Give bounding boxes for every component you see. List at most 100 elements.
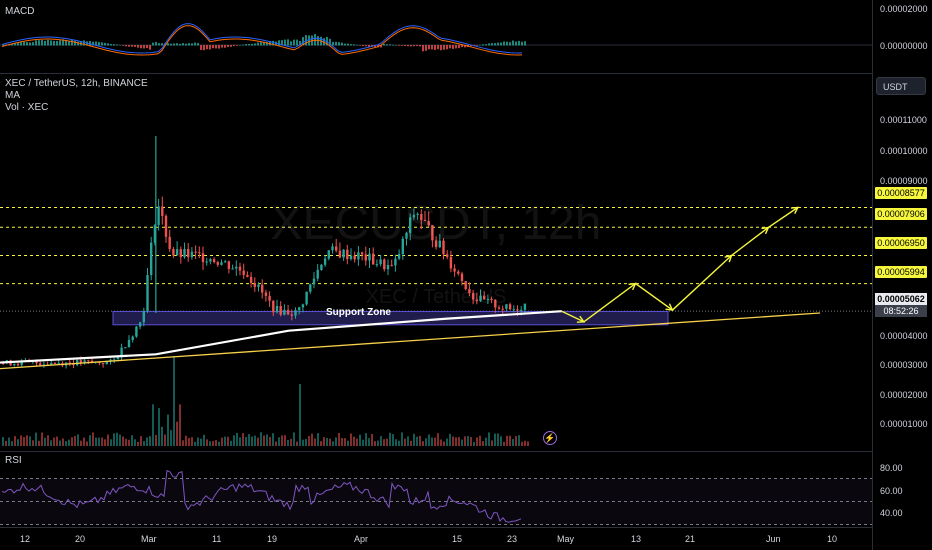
macd-histogram-bar bbox=[482, 44, 484, 46]
macd-histogram-bar bbox=[287, 39, 289, 46]
volume-bar bbox=[359, 434, 361, 446]
macd-histogram-bar bbox=[302, 37, 304, 46]
macd-indicator-label[interactable]: MACD bbox=[5, 6, 35, 17]
volume-bar bbox=[167, 414, 169, 446]
macd-histogram-bar bbox=[224, 45, 226, 48]
candle-body bbox=[386, 265, 390, 270]
volume-bar bbox=[80, 440, 82, 446]
volume-bar bbox=[497, 433, 499, 446]
support-zone bbox=[112, 311, 669, 326]
volume-bar bbox=[161, 426, 163, 446]
macd-histogram-bar bbox=[185, 43, 187, 46]
macd-histogram-bar bbox=[500, 42, 502, 46]
candle-body bbox=[320, 264, 323, 270]
volume-bar bbox=[44, 437, 46, 446]
macd-histogram-bar bbox=[104, 42, 106, 46]
candle-body bbox=[508, 304, 512, 310]
macd-histogram-bar bbox=[29, 42, 31, 46]
candle-body bbox=[212, 259, 216, 263]
volume-bar bbox=[449, 433, 451, 446]
candle-body bbox=[375, 264, 379, 266]
candle-body bbox=[471, 293, 475, 300]
volume-bar bbox=[125, 438, 127, 446]
macd-histogram-bar bbox=[161, 43, 163, 46]
candle-body bbox=[423, 219, 427, 221]
macd-histogram-bar bbox=[332, 41, 334, 46]
volume-bar bbox=[422, 441, 424, 446]
volume-indicator-label[interactable]: Vol · XEC bbox=[5, 102, 49, 113]
volume-bar bbox=[311, 433, 313, 446]
current-price-tag: 0.00005062 08:52:26 bbox=[875, 293, 927, 317]
candle-body bbox=[290, 314, 293, 316]
rsi-line bbox=[1, 469, 522, 523]
macd-histogram-bar bbox=[170, 43, 172, 46]
ma-indicator-label[interactable]: MA bbox=[5, 90, 20, 101]
macd-histogram-bar bbox=[290, 41, 292, 46]
volume-bar bbox=[224, 436, 226, 446]
macd-histogram-bar bbox=[128, 45, 130, 47]
current-price-value: 0.00005062 bbox=[875, 293, 927, 305]
volume-bar bbox=[86, 441, 88, 446]
volume-bar bbox=[428, 434, 430, 446]
candle-body bbox=[305, 291, 308, 305]
macd-histogram-bar bbox=[260, 42, 262, 46]
currency-button[interactable]: USDT bbox=[876, 77, 926, 95]
rsi-indicator-label[interactable]: RSI bbox=[5, 455, 22, 466]
macd-histogram-bar bbox=[356, 44, 358, 46]
macd-histogram-bar bbox=[308, 35, 310, 46]
macd-histogram-bar bbox=[458, 45, 460, 49]
volume-bar bbox=[11, 441, 13, 446]
volume-bar bbox=[275, 441, 277, 446]
macd-histogram-bar bbox=[206, 45, 208, 50]
macd-histogram-bar bbox=[236, 45, 238, 46]
volume-bar bbox=[35, 432, 37, 446]
volume-bar bbox=[92, 432, 94, 446]
x-axis-label: 11 bbox=[212, 534, 222, 544]
volume-bar bbox=[320, 441, 322, 446]
volume-bar bbox=[524, 440, 526, 446]
volume-bar bbox=[503, 441, 505, 446]
volume-bar bbox=[47, 435, 49, 446]
volume-bar bbox=[17, 439, 19, 446]
macd-histogram-bar bbox=[353, 44, 355, 46]
price-tick: 0.00004000 bbox=[880, 331, 928, 341]
macd-histogram-bar bbox=[167, 43, 169, 46]
volume-bar bbox=[170, 430, 172, 446]
volume-bar bbox=[209, 441, 211, 446]
macd-histogram-bar bbox=[338, 42, 340, 46]
volume-bar bbox=[272, 433, 274, 446]
volume-bar bbox=[518, 435, 520, 446]
macd-histogram-bar bbox=[47, 39, 49, 46]
candle-body bbox=[390, 265, 393, 267]
candle-body bbox=[464, 281, 467, 289]
projection-arrowhead bbox=[790, 206, 800, 214]
macd-histogram-bar bbox=[68, 41, 70, 46]
volume-bar bbox=[104, 439, 106, 446]
macd-histogram-bar bbox=[149, 45, 151, 50]
macd-histogram-bar bbox=[212, 45, 214, 49]
candle-body bbox=[268, 295, 271, 301]
candle-body bbox=[205, 261, 208, 263]
candle-body bbox=[157, 206, 160, 226]
volume-bar bbox=[113, 433, 115, 446]
volume-bar bbox=[323, 437, 325, 446]
macd-histogram-bar bbox=[50, 40, 52, 46]
macd-histogram-bar bbox=[200, 45, 202, 51]
volume-bar bbox=[293, 432, 295, 446]
volume-bar bbox=[446, 438, 448, 446]
flash-icon[interactable]: ⚡ bbox=[543, 431, 557, 445]
symbol-title[interactable]: XEC / TetherUS, 12h, BINANCE bbox=[5, 78, 148, 89]
x-axis-label: Jun bbox=[766, 534, 781, 544]
volume-bar bbox=[32, 440, 34, 446]
macd-histogram-bar bbox=[182, 43, 184, 46]
macd-histogram-bar bbox=[11, 43, 13, 46]
volume-bar bbox=[134, 439, 136, 446]
volume-bar bbox=[41, 432, 43, 446]
volume-bar bbox=[110, 439, 112, 446]
volume-bar bbox=[362, 439, 364, 446]
volume-bar bbox=[290, 438, 292, 446]
macd-histogram-bar bbox=[191, 43, 193, 46]
volume-bar bbox=[203, 434, 205, 446]
candle-body bbox=[301, 304, 305, 308]
